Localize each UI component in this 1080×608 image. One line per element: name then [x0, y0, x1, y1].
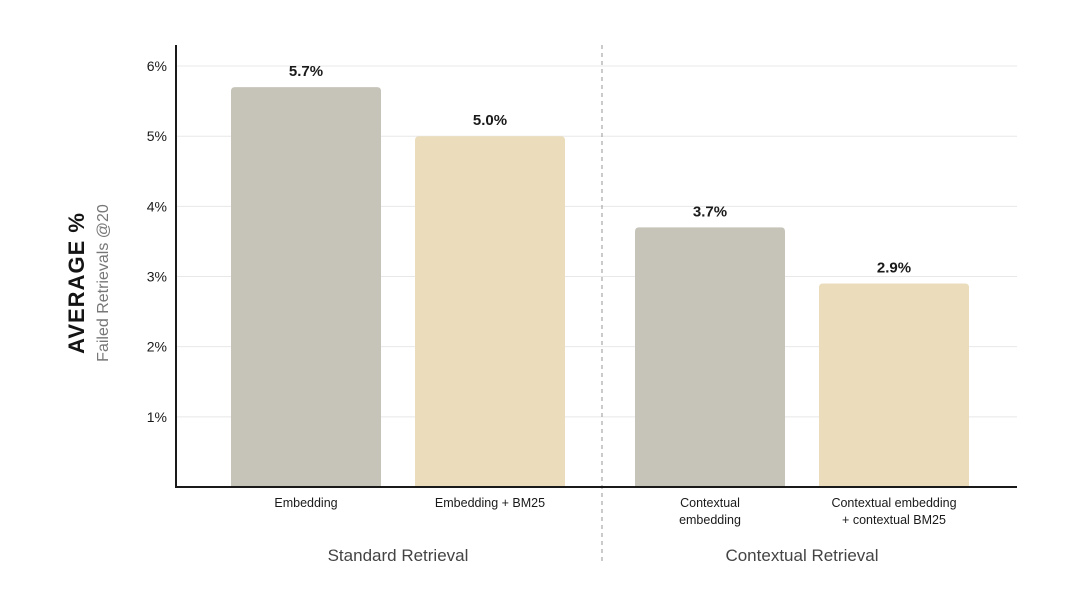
group-label: Standard Retrieval [328, 546, 469, 565]
y-tick-label: 6% [147, 58, 167, 74]
bar-value-label: 5.7% [289, 63, 323, 80]
bar-value-label: 3.7% [693, 203, 727, 220]
y-tick-label: 2% [147, 339, 167, 355]
y-axis-sublabel: Failed Retrievals @20 [95, 204, 112, 362]
y-tick-label: 3% [147, 269, 167, 285]
group-label: Contextual Retrieval [725, 546, 878, 565]
x-tick-label: Embedding [274, 496, 337, 510]
bar [819, 283, 969, 487]
bar-value-label: 5.0% [473, 112, 507, 129]
labels: 1% 2% 3% 4% 5% 6% 5.7% Embedding 5.0% Embedding +… [147, 58, 957, 565]
bar [635, 227, 785, 487]
x-tick-label: Embedding + BM25 [435, 496, 545, 510]
bar [231, 87, 381, 487]
y-tick-label: 1% [147, 409, 167, 425]
y-axis-title: AVERAGE % [64, 212, 89, 354]
bars [231, 87, 969, 487]
bar-value-label: 2.9% [877, 260, 911, 277]
y-tick-label: 5% [147, 128, 167, 144]
x-tick-label: Contextual [680, 496, 740, 510]
axes [175, 45, 1017, 488]
y-axis-label: AVERAGE % [64, 212, 89, 354]
bar [415, 136, 565, 487]
y-tick-label: 4% [147, 198, 167, 214]
x-tick-label: + contextual BM25 [842, 513, 946, 527]
y-axis-subtitle: Failed Retrievals @20 [95, 204, 112, 362]
x-tick-label: embedding [679, 513, 741, 527]
x-tick-label: Contextual embedding [831, 496, 956, 510]
